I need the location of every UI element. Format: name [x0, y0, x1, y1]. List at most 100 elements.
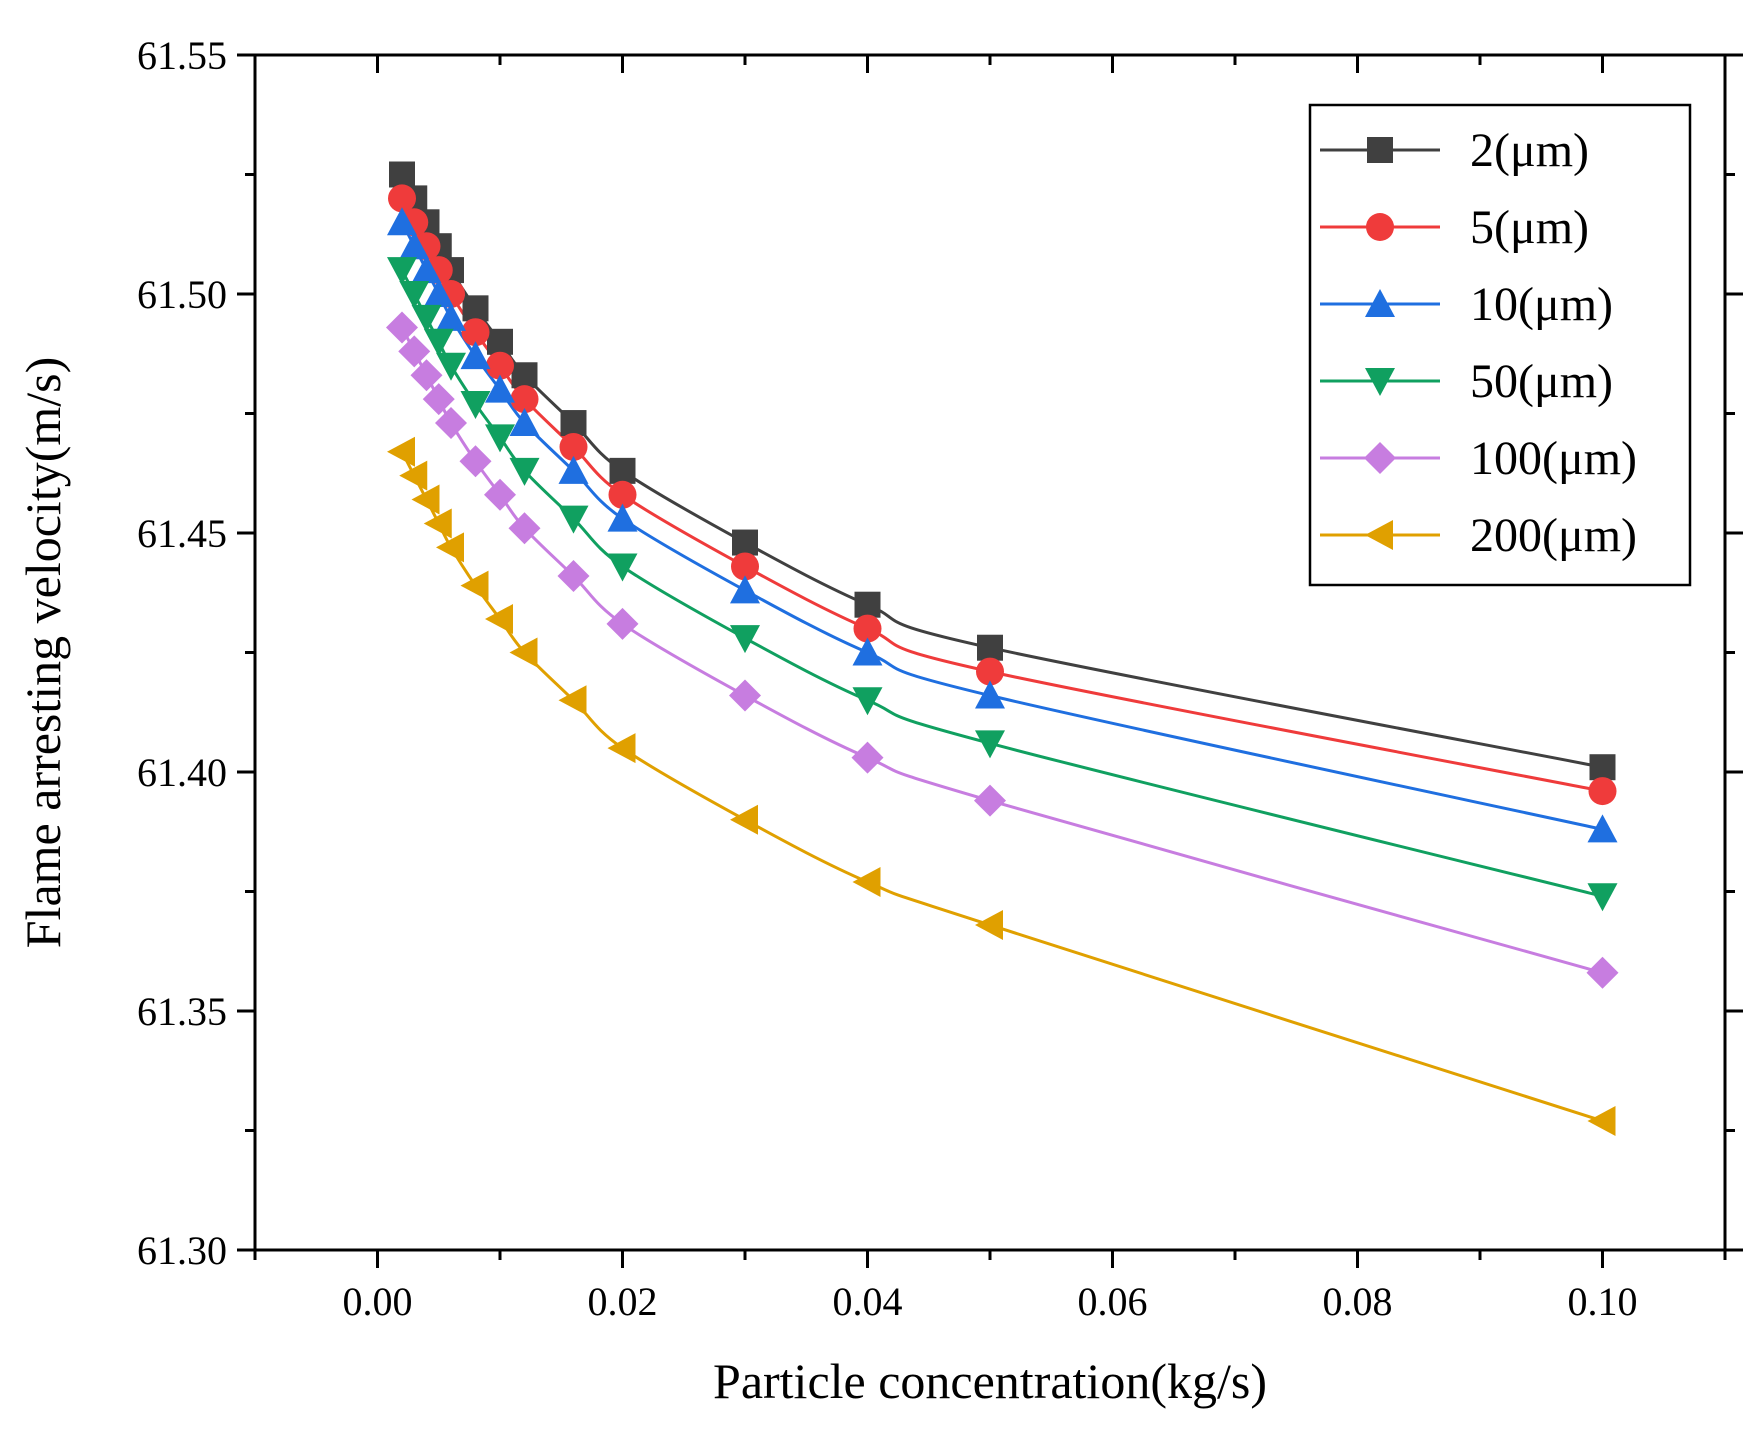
- data-point: [436, 532, 464, 563]
- data-point: [511, 362, 538, 389]
- data-point: [435, 407, 467, 440]
- data-point: [560, 410, 587, 437]
- data-point: [1587, 1105, 1616, 1136]
- data-point: [460, 570, 489, 601]
- data-point: [388, 184, 416, 213]
- data-point: [422, 383, 455, 416]
- data-point: [387, 207, 417, 236]
- data-point: [607, 553, 638, 582]
- legend-box: [1308, 103, 1692, 587]
- y-axis-ticks: 61.30 61.35 61.40 61.45 61.50 61.55: [137, 33, 1743, 1273]
- data-point: [487, 328, 513, 355]
- data-point: [410, 359, 443, 392]
- data-point: [509, 457, 540, 486]
- data-point: [559, 432, 588, 461]
- x-tick-label: 0.06: [1078, 1279, 1148, 1324]
- data-point: [1587, 883, 1618, 912]
- data-point: [557, 560, 590, 593]
- data-point: [509, 408, 540, 437]
- data-point: [732, 529, 758, 556]
- x-tick-label: 0.10: [1568, 1279, 1638, 1324]
- data-point: [852, 687, 883, 716]
- data-point: [387, 257, 417, 286]
- x-tick-label: 0.00: [343, 1279, 413, 1324]
- y-tick-label: 61.30: [137, 1228, 227, 1273]
- data-point: [485, 374, 515, 403]
- legend-marker: [1365, 289, 1395, 317]
- data-point: [509, 637, 538, 668]
- data-point: [436, 302, 466, 331]
- data-point: [558, 505, 589, 534]
- data-point: [974, 784, 1006, 817]
- data-point: [730, 575, 760, 604]
- data-point: [398, 335, 431, 368]
- data-point: [977, 634, 1003, 661]
- data-point: [399, 460, 428, 491]
- data-point: [558, 455, 589, 484]
- legend-marker: [1365, 520, 1393, 550]
- data-point: [1587, 814, 1618, 843]
- data-point: [484, 478, 516, 511]
- data-point: [730, 804, 758, 835]
- data-point: [606, 607, 639, 640]
- legend-label: 10(μm): [1470, 278, 1613, 331]
- data-point: [460, 390, 491, 419]
- y-tick-label: 61.40: [137, 750, 227, 795]
- legend-marker: [1365, 368, 1395, 396]
- data-point: [1588, 777, 1617, 806]
- data-point: [459, 445, 492, 478]
- data-point: [975, 730, 1005, 759]
- data-point: [423, 279, 454, 307]
- data-point: [486, 351, 514, 380]
- legend-label: 5(μm): [1470, 201, 1589, 254]
- data-point: [461, 318, 490, 347]
- legend-marker: [1367, 137, 1393, 163]
- data-point: [508, 512, 541, 545]
- x-tick-label: 0.04: [833, 1279, 903, 1324]
- y-tick-label: 61.50: [137, 272, 227, 317]
- legend-label: 2(μm): [1470, 124, 1589, 177]
- legend-marker: [1364, 442, 1396, 474]
- data-point: [387, 436, 415, 467]
- y-tick-label: 61.45: [137, 511, 227, 556]
- data-point: [976, 657, 1004, 686]
- y-tick-label: 61.35: [137, 989, 227, 1034]
- data-point: [411, 484, 440, 515]
- data-point: [399, 281, 430, 309]
- data-point: [411, 304, 442, 333]
- series-markers: [386, 161, 1619, 1136]
- data-point: [609, 457, 636, 484]
- data-point: [423, 508, 452, 539]
- data-point: [852, 866, 881, 897]
- data-point: [607, 733, 636, 764]
- legend-label: 100(μm): [1470, 432, 1637, 485]
- legend-label: 50(μm): [1470, 355, 1613, 408]
- data-point: [510, 385, 539, 414]
- data-point: [852, 637, 883, 666]
- x-tick-label: 0.08: [1323, 1279, 1393, 1324]
- data-point: [462, 295, 489, 322]
- data-point: [607, 503, 638, 532]
- data-point: [729, 679, 761, 712]
- data-point: [485, 604, 513, 635]
- legend-label: 200(μm): [1470, 509, 1637, 562]
- data-point: [975, 680, 1005, 709]
- data-point: [436, 352, 466, 381]
- data-point: [423, 328, 454, 357]
- data-point: [854, 591, 881, 618]
- data-point: [853, 614, 882, 643]
- data-point: [975, 909, 1003, 940]
- data-point: [851, 741, 884, 774]
- legend-marker: [1366, 213, 1394, 241]
- data-point: [460, 341, 491, 370]
- data-point: [731, 552, 759, 581]
- x-tick-label: 0.02: [588, 1279, 658, 1324]
- data-point: [389, 161, 415, 188]
- legend: 2(μm) 5(μm) 10(μm) 50(μm) 100(μm) 200(μm): [1308, 103, 1692, 587]
- x-axis-title: Particle concentration(kg/s): [713, 1353, 1267, 1409]
- y-axis-title: Flame arresting velocity(m/s): [15, 357, 71, 949]
- data-point: [399, 231, 430, 260]
- x-axis-ticks: 0.00 0.02 0.04 0.06 0.08 0.10: [253, 55, 1727, 1324]
- data-point: [608, 480, 637, 509]
